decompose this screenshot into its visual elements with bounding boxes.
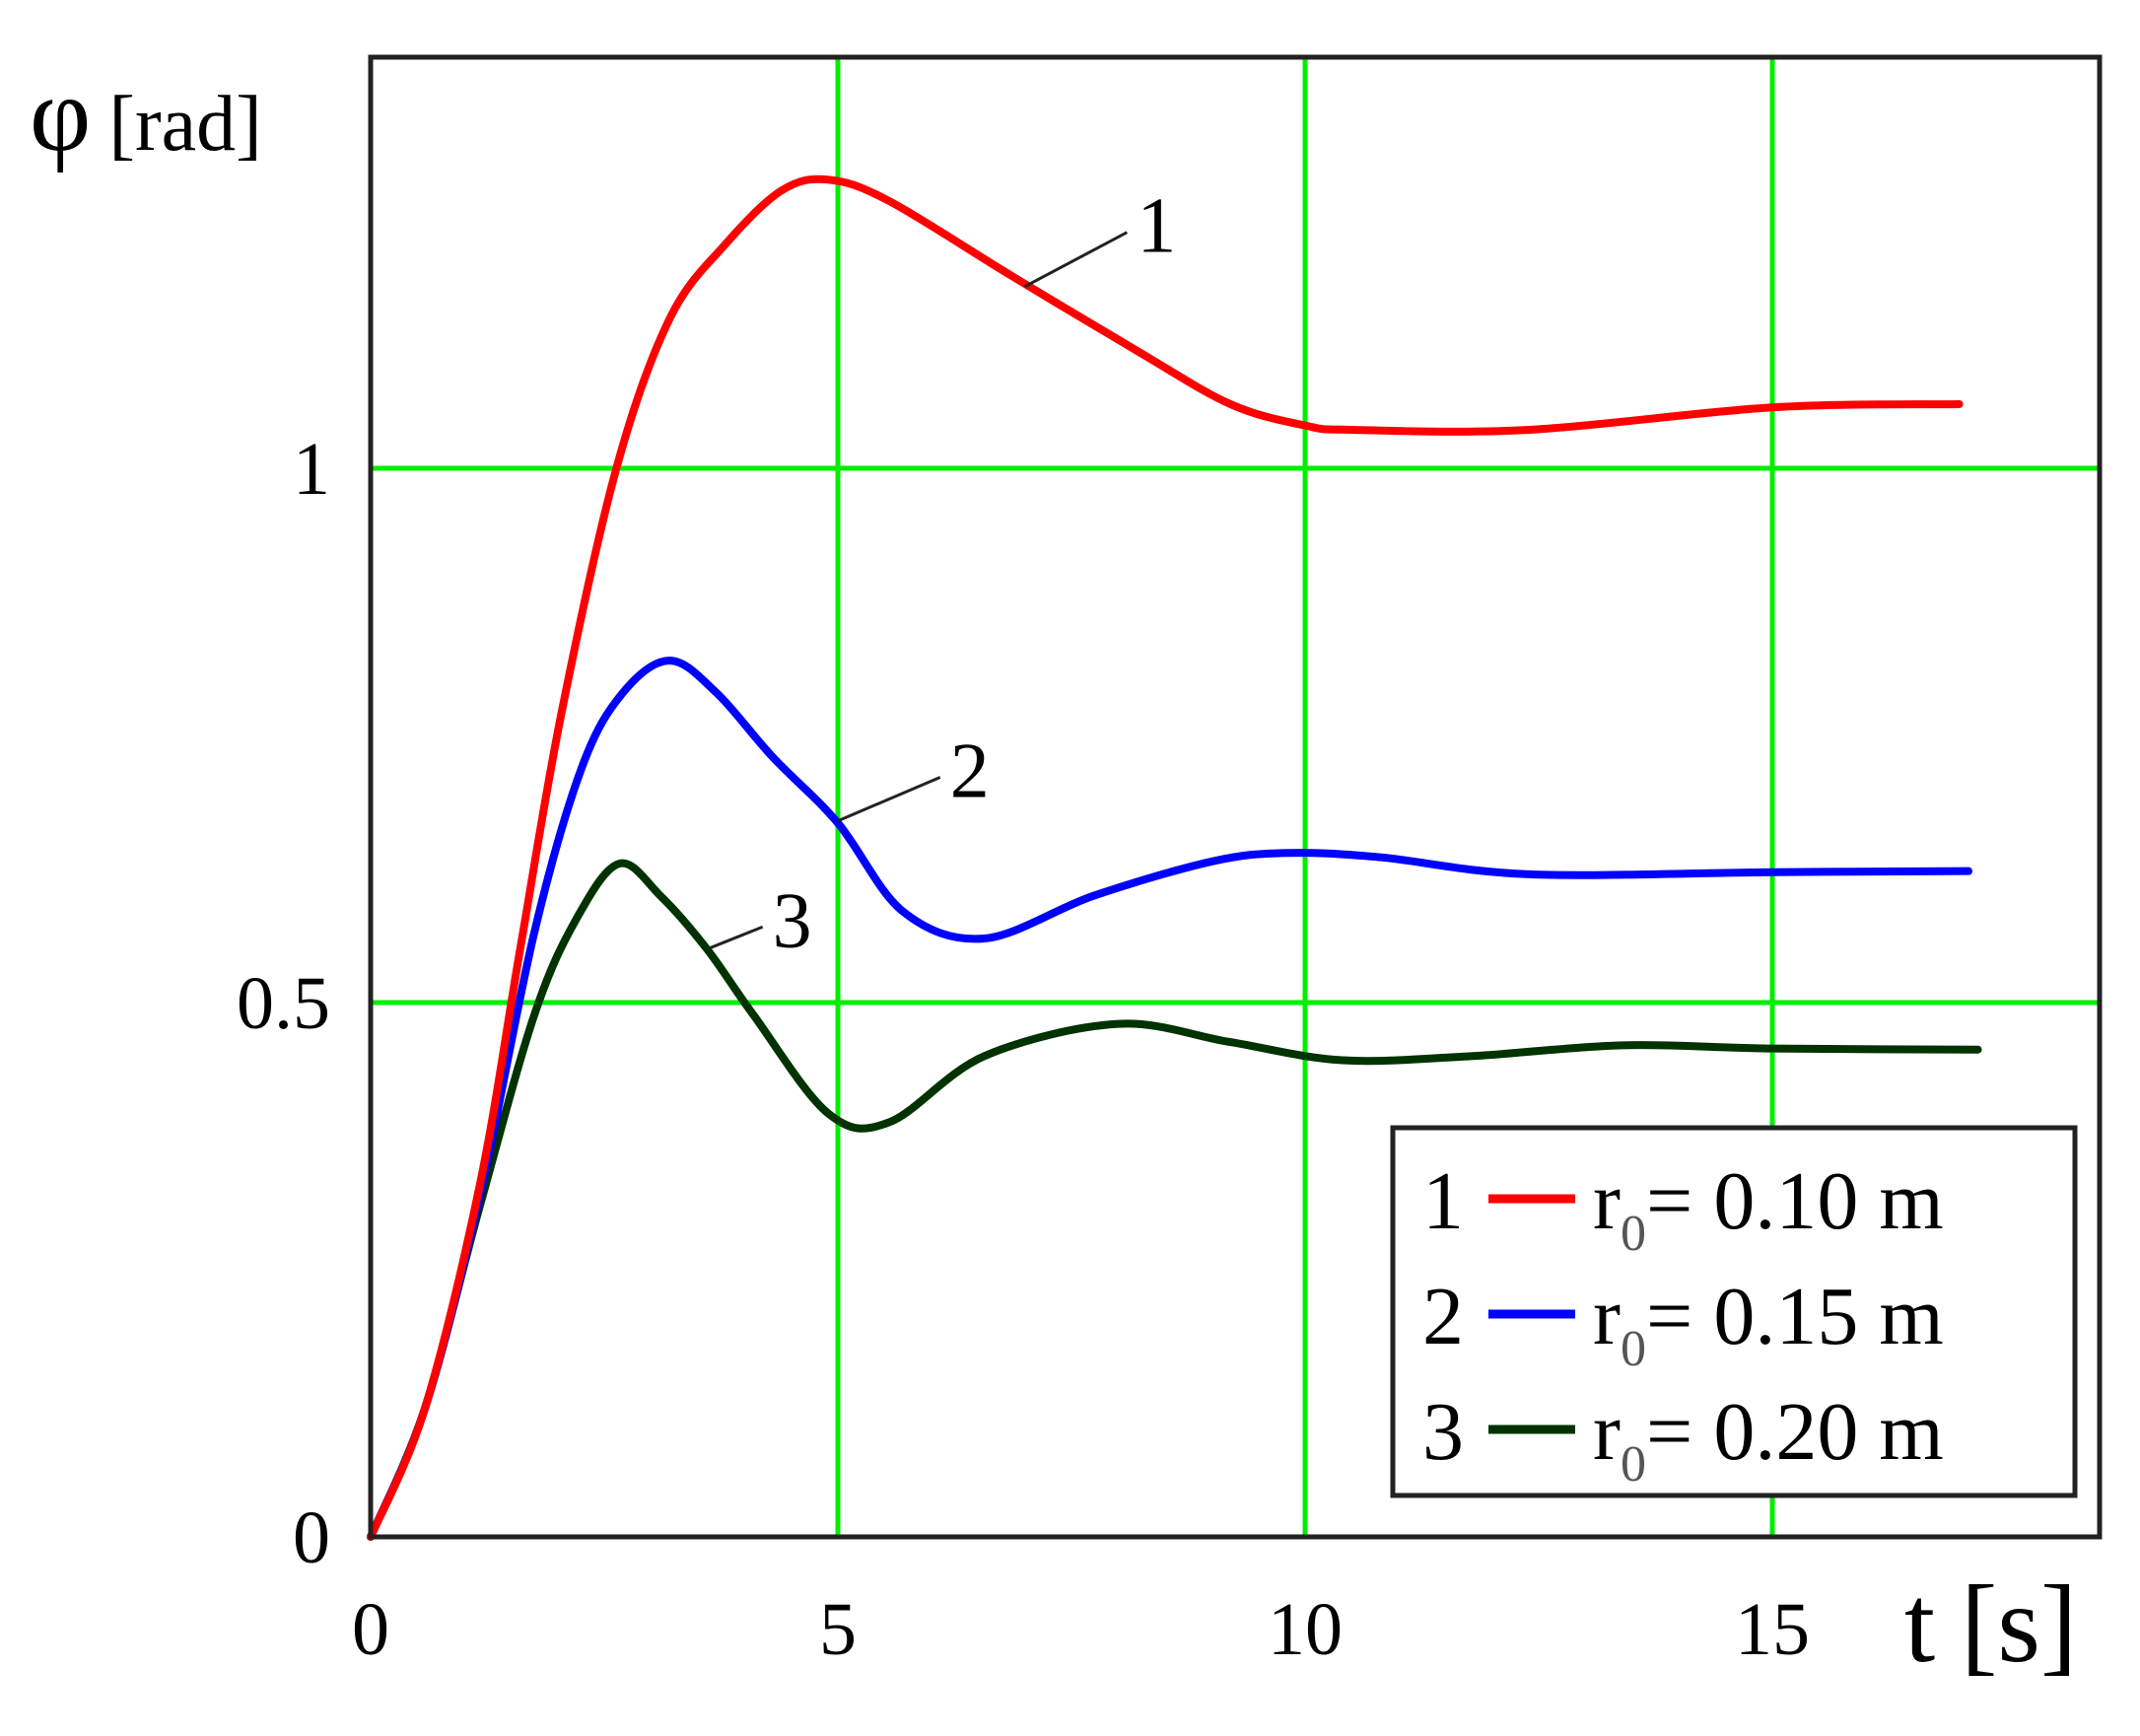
x-axis-unit: [s] bbox=[1961, 1563, 2077, 1686]
x-tick-label: 15 bbox=[1735, 1588, 1810, 1671]
y-tick-label: 0 bbox=[293, 1496, 330, 1579]
legend-number: 1 bbox=[1422, 1155, 1464, 1247]
callout-leader bbox=[706, 925, 764, 951]
y-axis-ticks: 00.51 bbox=[237, 428, 330, 1579]
legend-label: r0= 0.10 m bbox=[1593, 1155, 1944, 1262]
y-axis-title: φ [rad] bbox=[30, 56, 262, 174]
legend-number: 3 bbox=[1422, 1386, 1464, 1478]
phi-symbol: φ bbox=[30, 56, 91, 174]
legend: 1 r0= 0.10 m 2 r0= 0.15 m 3 r0= 0.20 m bbox=[1390, 1125, 2078, 1498]
series-1-line bbox=[367, 174, 1964, 1541]
y-axis-unit: [rad] bbox=[108, 81, 261, 168]
callout-leader bbox=[1023, 231, 1129, 289]
grid-lines bbox=[371, 57, 2100, 1537]
legend-item: 2 r0= 0.15 m bbox=[1422, 1271, 1944, 1377]
legend-number: 2 bbox=[1422, 1271, 1464, 1362]
time-symbol: t bbox=[1904, 1563, 1935, 1686]
y-tick-label: 0.5 bbox=[237, 962, 330, 1045]
series-2-line bbox=[367, 657, 1973, 1541]
callout-label: 2 bbox=[950, 729, 990, 815]
x-axis-ticks: 0 5 10 15 bbox=[352, 1588, 1810, 1671]
x-tick-label: 10 bbox=[1268, 1588, 1343, 1671]
legend-label: r0= 0.20 m bbox=[1593, 1386, 1944, 1493]
callout-label: 3 bbox=[773, 877, 812, 964]
legend-label: r0= 0.15 m bbox=[1593, 1271, 1944, 1377]
x-tick-label: 5 bbox=[819, 1588, 857, 1671]
x-axis-title: t [s] bbox=[1904, 1563, 2077, 1686]
legend-item: 1 r0= 0.10 m bbox=[1422, 1155, 1944, 1262]
plot-frame bbox=[368, 54, 2103, 1540]
callout-leader bbox=[837, 776, 941, 823]
y-tick-label: 1 bbox=[293, 428, 330, 511]
curve-callouts: 1 2 3 bbox=[706, 183, 1176, 964]
legend-item: 3 r0= 0.20 m bbox=[1422, 1386, 1944, 1493]
data-curves bbox=[367, 174, 1982, 1541]
callout-label: 1 bbox=[1137, 183, 1176, 270]
x-tick-label: 0 bbox=[352, 1588, 389, 1671]
series-3-line bbox=[367, 859, 1982, 1541]
